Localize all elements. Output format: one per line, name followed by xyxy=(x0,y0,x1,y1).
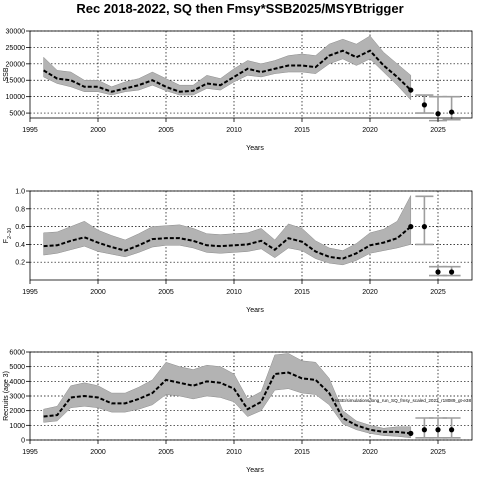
x-tick-label: 2025 xyxy=(430,449,446,456)
y-tick-label: 10000 xyxy=(6,94,26,101)
x-tick-label: 2010 xyxy=(226,449,242,456)
x-tick-label: 1995 xyxy=(22,449,38,456)
f-median-line xyxy=(43,225,412,260)
recruits-median-line xyxy=(43,371,411,435)
f-projection-point xyxy=(435,269,441,275)
f-projection-point xyxy=(449,269,455,275)
x-tick-label: 2000 xyxy=(90,289,106,296)
y-tick-label: 3000 xyxy=(9,394,25,401)
x-tick-label: 2010 xyxy=(226,289,242,296)
x-tick-label: 2015 xyxy=(294,289,310,296)
recruits-terminal-point xyxy=(408,430,414,436)
recruits-projection-point xyxy=(435,427,441,433)
x-tick-label: 2005 xyxy=(158,289,174,296)
f-y-axis-label: F2–10 xyxy=(3,228,13,244)
y-tick-label: 30000 xyxy=(6,29,26,36)
y-tick-label: 0.8 xyxy=(15,206,25,213)
recruits-panel: 1995 2000 2005 2010 2015 2020 2025 0 1000 2000 300… xyxy=(3,350,473,474)
x-tick-label: 1995 xyxy=(22,289,38,296)
y-tick-label: 4000 xyxy=(9,379,25,386)
y-tick-label: 1.0 xyxy=(15,189,25,196)
ssb-projection-point xyxy=(421,102,427,108)
y-tick-label: 0 xyxy=(21,438,25,445)
f-terminal-point xyxy=(408,224,414,230)
f-plot-frame xyxy=(29,190,473,281)
ssb-panel: 1995 2000 2005 2010 2015 2020 2025 5000 10000 150… xyxy=(3,29,473,152)
ssb-plot-frame xyxy=(29,30,473,119)
recruits-projection-point xyxy=(421,427,427,433)
figure-title: Rec 2018-2022, SQ then Fmsy*SSB2025/MSYB… xyxy=(76,1,404,16)
f-confidence-band xyxy=(43,195,412,266)
ssb-y-axis-label: SSB xyxy=(3,67,10,81)
x-tick-label: 2020 xyxy=(362,127,378,134)
x-tick-label: 2005 xyxy=(158,127,174,134)
ssb-x-axis-label: Years xyxy=(246,145,264,152)
y-tick-label: 0.4 xyxy=(15,242,25,249)
recruits-confidence-band xyxy=(43,353,412,439)
recruits-annotation: MSE/simulations/long_run_SQ_fmsy_scaled_… xyxy=(335,398,471,403)
y-tick-label: 15000 xyxy=(6,78,26,85)
recruits-x-axis-label: Years xyxy=(246,467,264,474)
x-tick-label: 2000 xyxy=(90,449,106,456)
x-tick-label: 1995 xyxy=(22,127,38,134)
ssb-median-line xyxy=(43,49,412,93)
x-tick-label: 2025 xyxy=(430,289,446,296)
x-tick-label: 2025 xyxy=(430,127,446,134)
x-tick-label: 2015 xyxy=(294,127,310,134)
y-tick-label: 5000 xyxy=(9,364,25,371)
f-x-axis-label: Years xyxy=(246,307,264,314)
f-y-axis-label-subscript: 2–10 xyxy=(7,228,13,239)
f-panel: 1995 2000 2005 2010 2015 2020 2025 0.2 0.4 0.6 0.8… xyxy=(3,189,473,314)
y-tick-label: 25000 xyxy=(6,45,26,52)
x-tick-label: 2000 xyxy=(90,127,106,134)
ssb-terminal-point xyxy=(408,87,414,93)
f-projection-point xyxy=(421,224,427,230)
x-tick-label: 2020 xyxy=(362,289,378,296)
y-tick-label: 0.2 xyxy=(15,260,25,267)
y-tick-label: 6000 xyxy=(9,350,25,357)
ssb-confidence-band xyxy=(43,35,412,101)
y-tick-label: 0.6 xyxy=(15,224,25,231)
x-tick-label: 2020 xyxy=(362,449,378,456)
ssb-projection-point xyxy=(435,111,441,117)
x-tick-label: 2010 xyxy=(226,127,242,134)
ssb-projection-point xyxy=(449,109,455,115)
y-tick-label: 2000 xyxy=(9,408,25,415)
y-tick-label: 1000 xyxy=(9,423,25,430)
x-tick-label: 2005 xyxy=(158,449,174,456)
recruits-y-axis-label: Recruits (age 3) xyxy=(3,371,10,421)
recruits-projection-point xyxy=(449,427,455,433)
y-tick-label: 5000 xyxy=(9,111,25,118)
x-tick-label: 2015 xyxy=(294,449,310,456)
y-tick-label: 20000 xyxy=(6,61,26,68)
